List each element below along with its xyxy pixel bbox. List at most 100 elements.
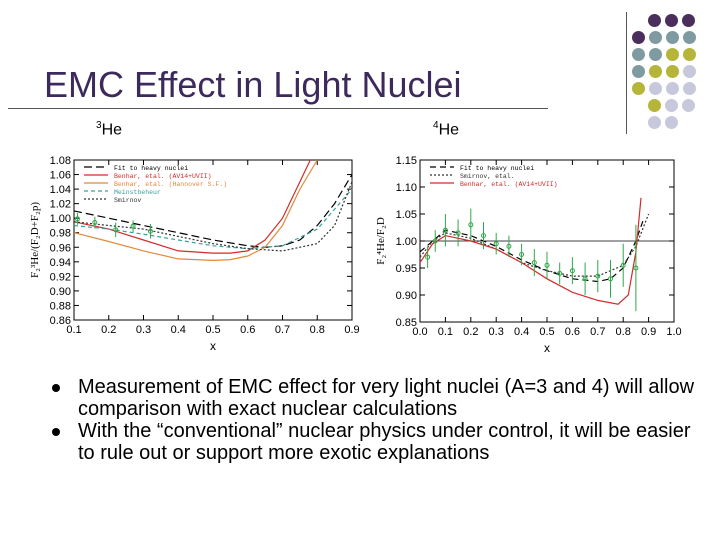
- y-tick-label: 1.10: [396, 182, 417, 194]
- decor-dot: [665, 14, 678, 27]
- data-point: [481, 233, 486, 239]
- he4-emc-plot: 0.0 0.1 0.2 0.3 0.4 0.5 0.6 0.7 0.8 0.9 1.0 0.85 0.9…: [375, 155, 682, 355]
- data-point: [147, 228, 153, 234]
- y-tick-label: 0.96: [50, 242, 71, 254]
- x-tick-label: 0.1: [66, 324, 81, 336]
- bullet-text: With the “conventional” nuclear physics …: [78, 420, 691, 464]
- y-tick-label: 0.92: [50, 271, 71, 283]
- he3-mass-number: 3: [96, 120, 102, 131]
- x-tick-label: 0.8: [616, 326, 631, 338]
- data-point: [92, 220, 98, 226]
- decor-dot: [666, 65, 679, 78]
- decor-dot: [665, 116, 678, 129]
- bullet-item: Measurement of EMC effect for very light…: [48, 376, 708, 420]
- decor-dot: [648, 14, 661, 27]
- bullet-item: With the “conventional” nuclear physics …: [48, 420, 708, 464]
- decor-dot: [665, 99, 678, 112]
- series-line: [419, 219, 645, 283]
- x-tick-label: 0.7: [590, 326, 605, 338]
- vertical-rule: [626, 12, 627, 134]
- data-point: [506, 243, 512, 249]
- y-tick-label: 1.00: [396, 236, 417, 248]
- decor-dot: [632, 82, 645, 95]
- he4-element: He: [438, 121, 460, 139]
- series-line: [73, 174, 353, 248]
- series-line: [73, 181, 353, 252]
- data-point: [74, 216, 80, 222]
- series-line: [73, 159, 311, 254]
- x-tick-label: 0.2: [101, 324, 116, 336]
- data-point: [531, 260, 537, 266]
- y-tick-label: 0.90: [396, 290, 417, 302]
- decor-dot: [666, 82, 679, 95]
- x-tick-label: 0.9: [641, 326, 656, 338]
- y-axis-label: F₂³He/(F₂D+F₂p): [29, 202, 41, 278]
- legend-label: Meinstbeheur: [114, 189, 161, 196]
- decor-dot: [648, 99, 661, 112]
- data-point: [432, 238, 438, 244]
- x-tick-label: 0.5: [539, 326, 554, 338]
- y-tick-label: 0.86: [50, 315, 71, 327]
- x-tick-label: 0.6: [240, 324, 255, 336]
- y-axis-label: F₂⁴He/F₂D: [375, 217, 387, 265]
- x-tick-label: 0.4: [514, 326, 529, 338]
- he3-emc-plot: 0.1 0.2 0.3 0.4 0.5 0.6 0.7 0.8 0.9 0.86 0.88 0.90 0…: [29, 155, 360, 353]
- y-tick-label: 0.85: [396, 317, 417, 329]
- y-tick-label: 1.02: [50, 199, 71, 211]
- data-point: [493, 241, 499, 247]
- y-tick-label: 0.94: [50, 257, 71, 269]
- data-point: [468, 222, 474, 228]
- x-tick-label: 1.0: [666, 326, 681, 338]
- x-tick-label: 0.6: [565, 326, 580, 338]
- title: EMC Effect in Light Nuclei: [44, 64, 462, 105]
- decor-dot: [683, 31, 696, 44]
- y-tick-label: 1.00: [50, 213, 71, 225]
- bullet-list: Measurement of EMC effect for very light…: [48, 376, 708, 464]
- y-tick-label: 1.15: [396, 155, 417, 167]
- decor-dot: [666, 31, 679, 44]
- bullet-dot-icon: [52, 428, 60, 436]
- legend-label: Fit to heavy nuclei: [114, 165, 188, 172]
- decor-dot: [683, 65, 696, 78]
- decor-dot: [648, 116, 661, 129]
- legend-label: Benhar, etal. (AV14+UVII): [460, 181, 558, 188]
- data-point: [519, 252, 525, 257]
- x-tick-label: 0.1: [438, 326, 453, 338]
- y-tick-label: 1.04: [50, 184, 71, 196]
- x-tick-label: 0.9: [344, 324, 359, 336]
- x-axis-label: x: [210, 339, 216, 353]
- data-point: [113, 227, 119, 233]
- x-tick-label: 0.3: [136, 324, 151, 336]
- legend-label: Fit to heavy nuclei: [460, 165, 534, 172]
- decor-dot: [683, 48, 696, 61]
- decor-dot: [666, 48, 679, 61]
- x-tick-label: 0.0: [412, 326, 427, 338]
- data-point: [582, 276, 588, 282]
- legend-label: Smirnov: [114, 197, 141, 204]
- y-tick-label: 0.88: [50, 300, 71, 312]
- data-point: [620, 262, 626, 268]
- he4-label: 4He: [433, 120, 459, 139]
- decor-dot: [682, 99, 695, 112]
- decorative-dot-grid: [626, 10, 720, 140]
- decor-dot: [632, 48, 645, 61]
- data-point: [569, 268, 575, 274]
- x-tick-label: 0.8: [310, 324, 325, 336]
- x-tick-label: 0.5: [205, 324, 220, 336]
- decor-dot: [649, 65, 662, 78]
- data-point: [130, 223, 136, 229]
- he3-label: 3He: [96, 120, 122, 139]
- data-point: [595, 273, 601, 279]
- y-tick-label: 0.98: [50, 228, 71, 240]
- x-axis-label: x: [544, 341, 550, 355]
- decor-dot: [649, 31, 662, 44]
- series-line: [419, 213, 650, 277]
- y-tick-label: 0.95: [396, 263, 417, 275]
- data-point: [455, 230, 461, 236]
- x-tick-label: 0.2: [463, 326, 478, 338]
- y-tick-label: 1.05: [396, 209, 417, 221]
- decor-dot: [632, 31, 645, 44]
- x-tick-label: 0.7: [275, 324, 290, 336]
- bullet-dot-icon: [52, 384, 60, 392]
- data-point: [557, 270, 563, 276]
